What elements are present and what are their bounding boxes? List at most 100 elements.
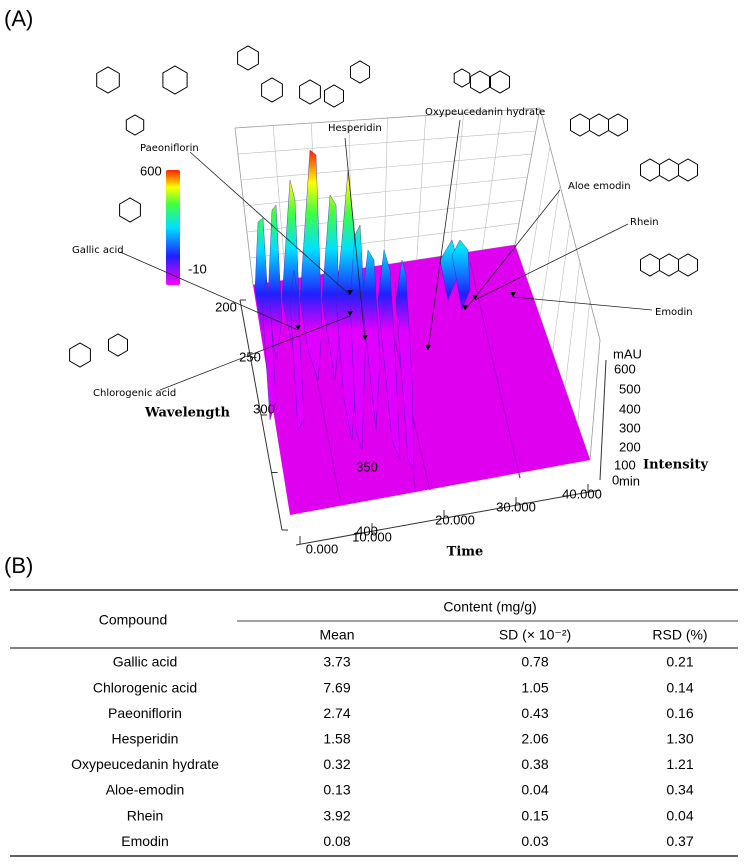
time-axis-label: Time bbox=[447, 545, 484, 560]
table-cell: 1.30 bbox=[666, 731, 693, 747]
structure-ring bbox=[299, 79, 321, 105]
back-grid bbox=[237, 130, 537, 155]
time-axis bbox=[295, 489, 601, 546]
time-tick-label: 20.000 bbox=[435, 512, 475, 527]
structure-ring bbox=[324, 84, 344, 108]
compound-label: Gallic acid bbox=[72, 245, 124, 256]
box-edge bbox=[589, 339, 601, 461]
table-cell: Rhein bbox=[127, 807, 164, 823]
side-grid bbox=[564, 259, 581, 390]
time-tick-label: 40.000 bbox=[562, 486, 602, 501]
intensity-unit: mAU bbox=[613, 346, 642, 361]
compound-label: Paeoniflorin bbox=[140, 143, 199, 154]
intensity-tick-label: 500 bbox=[619, 381, 641, 396]
table-cell: 0.78 bbox=[521, 654, 548, 670]
structure-ring bbox=[108, 333, 128, 357]
wavelength-axis-label: Wavelength bbox=[144, 406, 230, 421]
structure-ring bbox=[678, 253, 698, 277]
wavelength-tick-label: 350 bbox=[356, 459, 378, 474]
chromatogram-peak bbox=[299, 149, 323, 381]
structure-ring bbox=[640, 158, 660, 182]
table-header: Mean bbox=[319, 627, 354, 643]
pointer-head bbox=[362, 335, 368, 340]
structure-ring bbox=[237, 45, 259, 71]
time-tick-label: 30.000 bbox=[496, 499, 536, 514]
pointer-line bbox=[464, 189, 561, 311]
table-cell: Hesperidin bbox=[112, 731, 179, 747]
pointer-head bbox=[347, 311, 353, 316]
chromatogram-peak bbox=[321, 194, 341, 381]
table-header: SD (× 10⁻²) bbox=[499, 627, 571, 643]
pointer-line bbox=[159, 315, 351, 391]
table-cell: 3.92 bbox=[323, 807, 350, 823]
back-grid bbox=[240, 153, 533, 181]
intensity-tick-label: 400 bbox=[619, 401, 641, 416]
structure-ring bbox=[640, 253, 660, 277]
pointer-head bbox=[425, 345, 431, 350]
compound-label: Rhein bbox=[630, 217, 659, 228]
table-cell: 7.69 bbox=[323, 679, 350, 695]
table-header: RSD (%) bbox=[652, 627, 707, 643]
table-cell: Emodin bbox=[121, 833, 168, 849]
table-cell: Chlorogenic acid bbox=[93, 679, 197, 695]
chromatogram-peak bbox=[377, 249, 401, 461]
side-grid bbox=[527, 145, 551, 282]
structure-ring bbox=[570, 113, 590, 137]
chromatogram-peak bbox=[261, 279, 277, 421]
structure-ring bbox=[125, 114, 145, 136]
structure-ring bbox=[659, 158, 679, 182]
time-tick-label: 10.000 bbox=[352, 529, 392, 544]
panel-b: (B) Compound Content (mg/g) Mean SD (× 10⁻²)… bbox=[4, 553, 738, 857]
table-cell: 1.05 bbox=[521, 679, 548, 695]
table-cell: 3.73 bbox=[323, 654, 350, 670]
table-cell: 0.16 bbox=[666, 705, 693, 721]
box-edge bbox=[234, 127, 254, 286]
box-edge bbox=[514, 107, 541, 246]
wavelength-tick-label: 200 bbox=[215, 299, 237, 314]
panel-label: (B) bbox=[4, 553, 33, 578]
intensity-tick-label: 200 bbox=[619, 439, 641, 454]
compound-label: Oxypeucedanin hydrate bbox=[425, 107, 545, 118]
intensity-tick-label: 100 bbox=[614, 457, 636, 472]
table-cell: 0.14 bbox=[666, 679, 693, 695]
structure-ring bbox=[678, 158, 698, 182]
compound-label: Chlorogenic acid bbox=[93, 388, 176, 399]
structure-ring bbox=[589, 113, 609, 137]
structure-ring bbox=[69, 342, 91, 368]
pointer-line bbox=[474, 223, 629, 301]
wavelength-tick-label: 300 bbox=[253, 401, 275, 416]
table-cell: Aloe-emodin bbox=[106, 782, 185, 798]
table-cell: Paeoniflorin bbox=[108, 705, 182, 721]
chromatogram-peak bbox=[451, 239, 471, 311]
pointer-head bbox=[295, 325, 301, 330]
compound-label: Aloe emodin bbox=[568, 181, 631, 192]
intensity-tick-label: 0 bbox=[612, 472, 619, 487]
table-cell: 0.08 bbox=[323, 833, 350, 849]
structure-ring bbox=[659, 253, 679, 277]
side-grid bbox=[552, 221, 571, 354]
pointer-line bbox=[344, 137, 366, 341]
table-cell: 0.43 bbox=[521, 705, 548, 721]
table-cell: 0.34 bbox=[666, 782, 693, 798]
intensity-axis bbox=[599, 359, 607, 481]
pointer-line bbox=[119, 251, 299, 331]
color-scale-max: 600 bbox=[140, 163, 162, 178]
structure-ring bbox=[453, 68, 471, 88]
table-cell: Oxypeucedanin hydrate bbox=[71, 756, 219, 772]
chromatogram-peak bbox=[361, 249, 381, 431]
pointer-line bbox=[427, 119, 461, 351]
structure-ring bbox=[119, 197, 141, 223]
table-cell: 0.13 bbox=[323, 782, 350, 798]
table-cell: 0.04 bbox=[521, 782, 548, 798]
panel-label: (A) bbox=[4, 6, 33, 31]
intensity-axis-label: Intensity bbox=[643, 458, 709, 473]
panel-a: (A)600-10200250300350400Wavelength0.0001… bbox=[4, 6, 709, 560]
table-cell: 0.04 bbox=[666, 807, 693, 823]
chromatogram-peak bbox=[289, 269, 305, 431]
side-grid bbox=[539, 183, 561, 318]
table-header: Content (mg/g) bbox=[443, 599, 536, 615]
pointer-head bbox=[462, 305, 468, 310]
structure-ring bbox=[350, 60, 370, 84]
color-scale-min: -10 bbox=[188, 261, 207, 276]
